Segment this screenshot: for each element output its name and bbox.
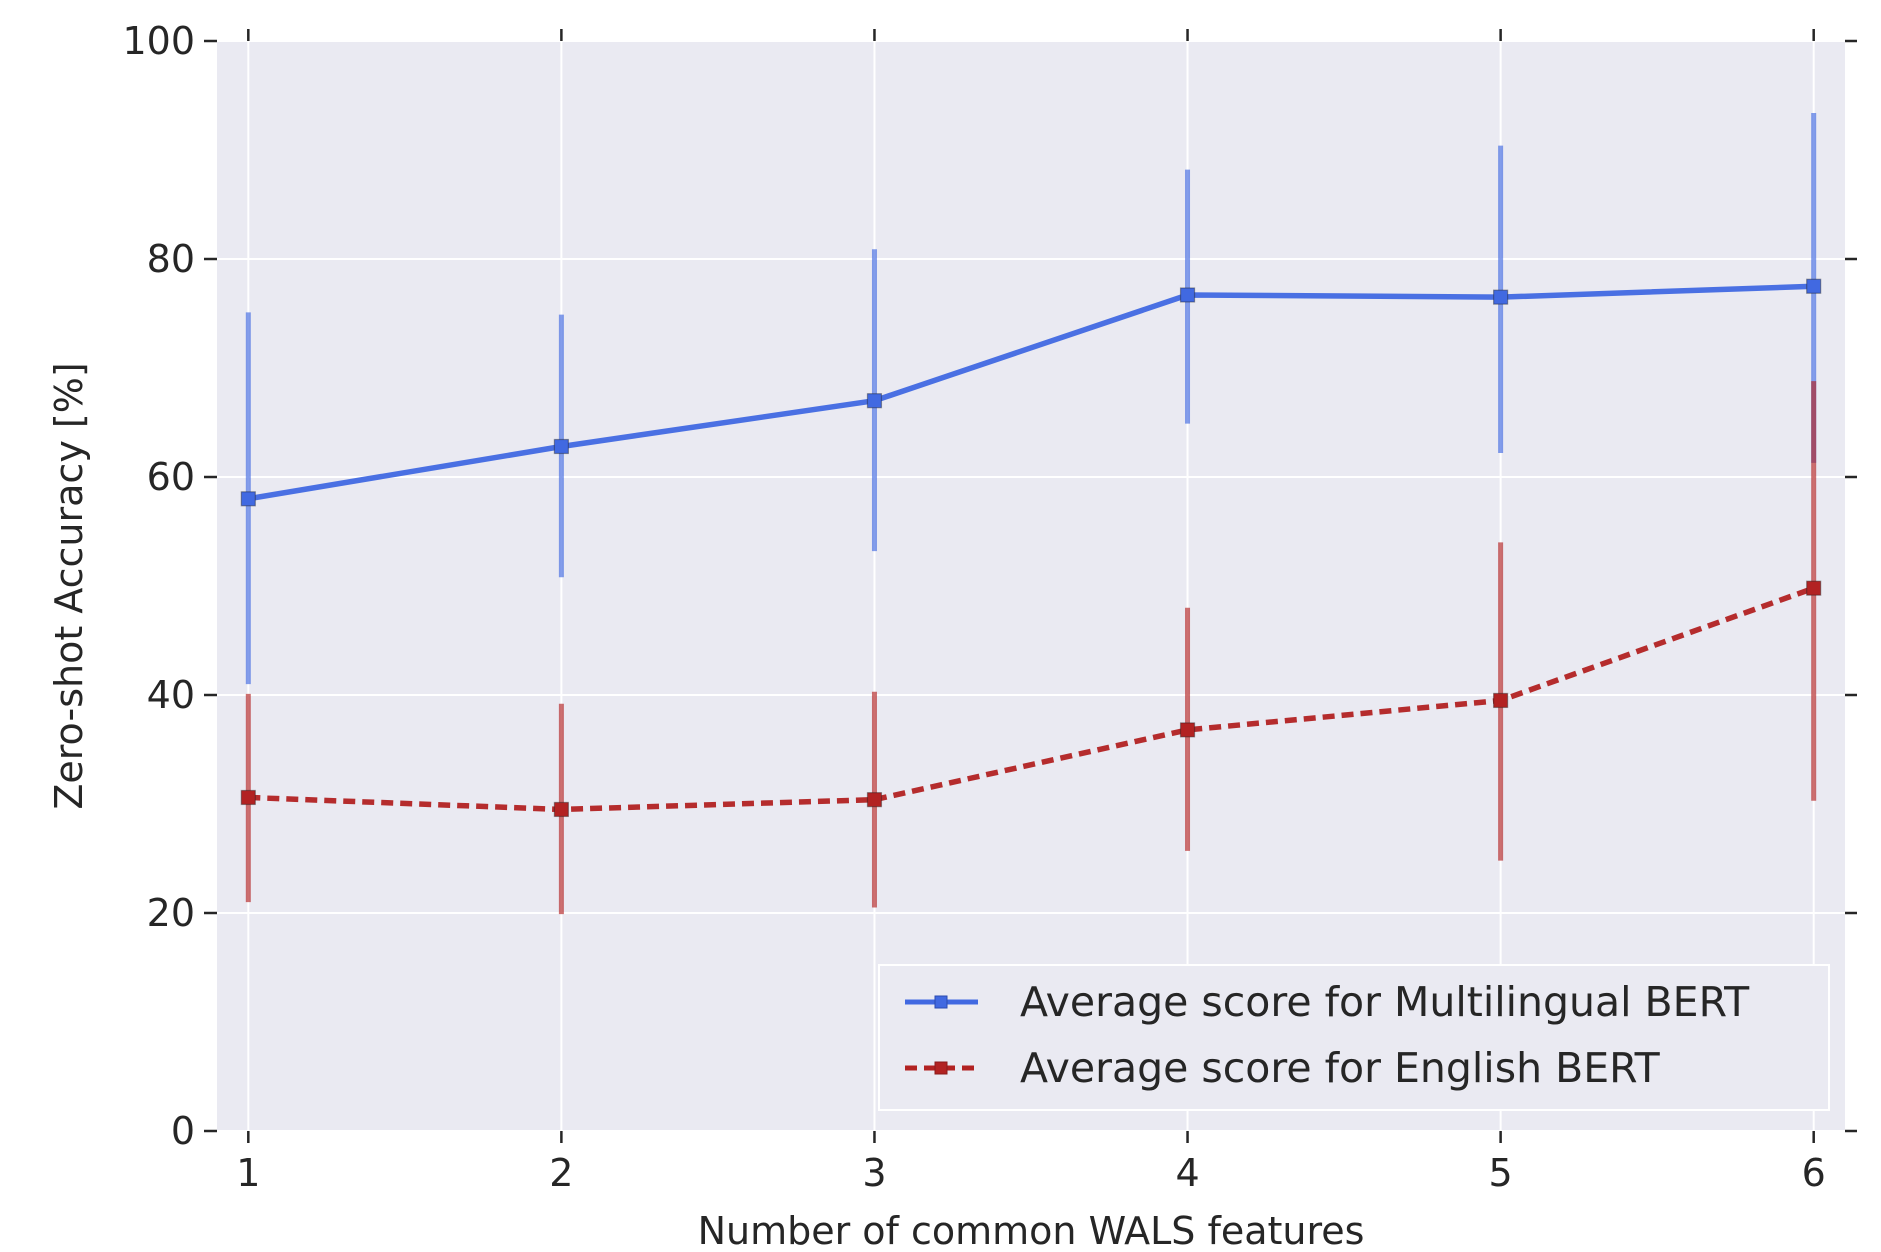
- data-point: [866, 393, 883, 409]
- legend-label-multilingual: Average score for Multilingual BERT: [1020, 978, 1750, 1026]
- x-axis-label: Number of common WALS features: [698, 1209, 1365, 1252]
- data-point: [553, 438, 569, 455]
- data-point: [866, 792, 883, 808]
- axis-ticks: 0 20 40 60 80 100 1 2 3 4 5 6: [122, 19, 1857, 1195]
- data-point: [1806, 278, 1822, 294]
- y-tick-label: 60: [147, 455, 195, 499]
- legend-marker-english: [934, 1061, 948, 1075]
- series-2: [240, 381, 1822, 915]
- y-tick-label: 20: [147, 891, 195, 935]
- data-point: [1493, 289, 1509, 305]
- data-point: [1179, 722, 1196, 738]
- data-point: [1179, 287, 1196, 303]
- x-tick-label: 4: [1175, 1151, 1199, 1195]
- x-tick-label: 3: [862, 1151, 886, 1195]
- x-tick-label: 6: [1802, 1151, 1826, 1195]
- data-point: [240, 789, 256, 806]
- legend-label-english: Average score for English BERT: [1020, 1044, 1661, 1092]
- y-tick-label: 0: [171, 1109, 195, 1153]
- series-1: [240, 112, 1822, 685]
- y-tick-label: 40: [147, 673, 195, 717]
- y-tick-label: 80: [147, 237, 195, 281]
- series-line: [248, 585, 1815, 813]
- x-tick-label: 5: [1489, 1151, 1513, 1195]
- series-line: [247, 283, 1814, 502]
- series-layer: [240, 112, 1822, 915]
- data-point: [240, 491, 256, 507]
- plot-area: [217, 41, 1845, 1131]
- data-point: [1493, 692, 1509, 709]
- data-point: [1806, 580, 1822, 596]
- x-tick-label: 2: [549, 1151, 573, 1195]
- x-tick-label: 1: [236, 1151, 260, 1195]
- legend-box: [878, 964, 1830, 1111]
- y-tick-label: 100: [122, 19, 195, 63]
- legend-marker-multilingual: [934, 995, 948, 1009]
- y-axis-label: Zero-shot Accuracy [%]: [47, 362, 91, 809]
- legend: Average score for Multilingual BERT Aver…: [878, 964, 1830, 1111]
- data-point: [553, 801, 569, 818]
